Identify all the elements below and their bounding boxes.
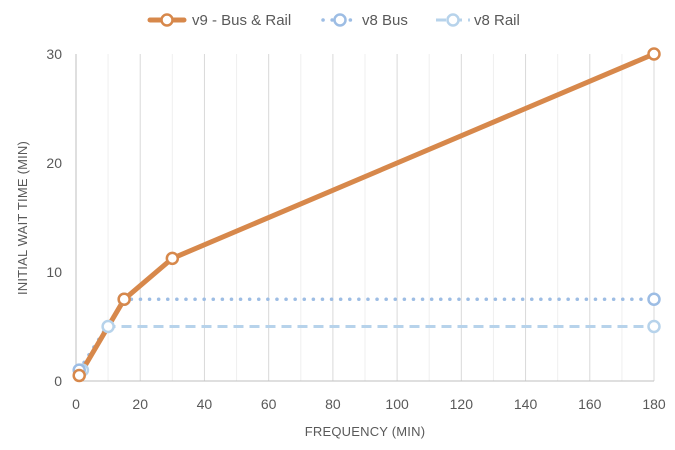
x-tick-label: 100 <box>385 396 409 412</box>
y-tick-label: 10 <box>46 264 62 280</box>
x-tick-label: 0 <box>72 396 80 412</box>
x-tick-label: 20 <box>132 396 148 412</box>
x-tick-label: 60 <box>261 396 277 412</box>
x-tick-label: 160 <box>578 396 602 412</box>
x-tick-label: 120 <box>450 396 474 412</box>
x-axis-title: FREQUENCY (MIN) <box>305 424 425 439</box>
data-point-marker <box>647 292 661 306</box>
y-tick-label: 30 <box>46 46 62 62</box>
legend-label: v8 Rail <box>474 12 520 29</box>
axes: 0 20 40 60 80 100 120 140 160 180 0 10 20 30 <box>46 46 665 412</box>
data-point-marker <box>101 319 115 334</box>
legend-swatch-marker <box>160 13 174 27</box>
series-line <box>77 297 656 372</box>
x-tick-label: 80 <box>325 396 341 412</box>
series-lines <box>76 51 657 379</box>
legend-label: v9 - Bus & Rail <box>192 12 291 29</box>
data-point-marker <box>117 292 131 306</box>
data-point-marker <box>647 319 661 334</box>
y-axis-title: INITIAL WAIT TIME (MIN) <box>15 141 30 295</box>
legend-swatch-marker <box>333 13 347 27</box>
series-line <box>76 51 657 379</box>
x-tick-label: 40 <box>197 396 213 412</box>
y-tick-label: 0 <box>54 373 62 389</box>
legend: v9 - Bus & Rail v8 Bus v8 Rail <box>147 12 520 29</box>
data-point-marker <box>647 47 661 61</box>
legend-swatch-marker <box>446 13 460 27</box>
data-point-marker <box>72 368 86 383</box>
series-line <box>81 325 654 371</box>
gridlines <box>107 54 655 381</box>
y-tick-label: 20 <box>46 155 62 171</box>
x-tick-label: 140 <box>514 396 538 412</box>
series-markers <box>72 47 661 383</box>
x-tick-label: 180 <box>642 396 666 412</box>
legend-label: v8 Bus <box>362 12 408 29</box>
data-point-marker <box>165 251 180 266</box>
